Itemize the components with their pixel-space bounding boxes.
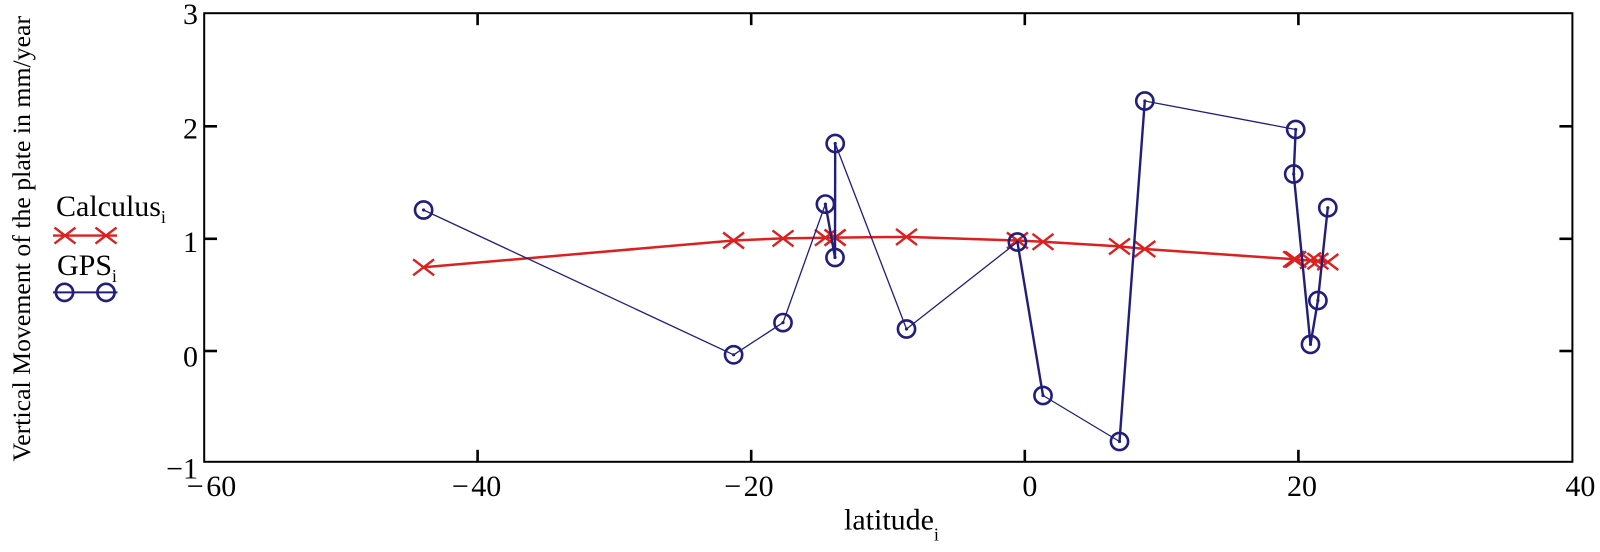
- svg-text:−20: −20: [724, 470, 773, 503]
- svg-text:0: 0: [1022, 470, 1037, 503]
- svg-text:GPSi: GPSi: [57, 249, 117, 286]
- svg-text:3: 3: [183, 0, 198, 31]
- svg-text:Vertical Movement of the plate: Vertical Movement of the plate in mm/yea…: [7, 16, 36, 462]
- svg-text:latitudei: latitudei: [844, 504, 939, 545]
- svg-text:Calculusi: Calculusi: [56, 190, 166, 227]
- svg-text:40: 40: [1565, 470, 1595, 503]
- svg-text:20: 20: [1287, 470, 1317, 503]
- svg-text:0: 0: [183, 341, 198, 374]
- svg-text:−60: −60: [187, 470, 236, 503]
- svg-text:−40: −40: [452, 470, 501, 503]
- svg-text:1: 1: [183, 226, 198, 259]
- svg-text:2: 2: [183, 113, 198, 146]
